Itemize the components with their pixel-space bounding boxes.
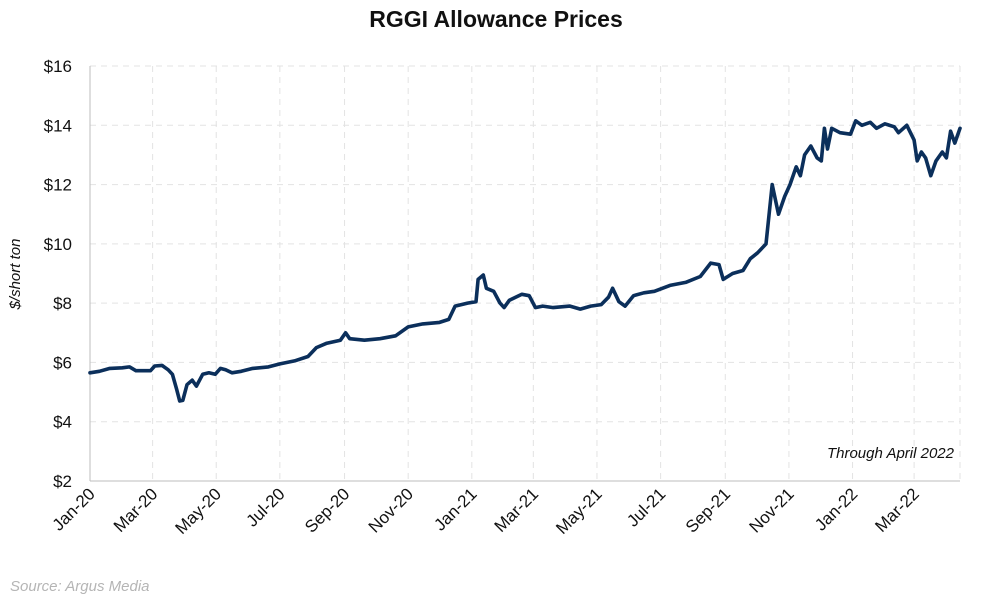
y-tick-label: $14 [44, 116, 72, 135]
price-line [88, 119, 962, 403]
x-tick-label: Mar-20 [110, 484, 162, 536]
y-tick-label: $12 [44, 176, 72, 195]
x-tick-label: Nov-21 [746, 484, 798, 536]
x-tick-label: May-20 [172, 484, 226, 538]
y-tick-label: $4 [53, 413, 72, 432]
annotation: Through April 2022 [827, 445, 955, 462]
source-note: Source: Argus Media [10, 578, 150, 595]
y-tick-label: $16 [44, 57, 72, 76]
x-tick-label: Sep-20 [301, 484, 353, 536]
y-axis-label: $/short ton [7, 239, 24, 311]
y-tick-label: $10 [44, 235, 72, 254]
x-tick-label: Mar-22 [871, 484, 923, 536]
y-tick-label: $6 [53, 353, 72, 372]
x-tick-label: Sep-21 [682, 484, 734, 536]
x-tick-label: Mar-21 [491, 484, 543, 536]
axes [89, 66, 960, 482]
x-tick-label: Jan-20 [49, 484, 99, 534]
gridlines [90, 65, 961, 481]
chart-title: RGGI Allowance Prices [369, 6, 623, 32]
x-axis-ticks: Jan-20 Mar-20 May-20 Jul-20 Sep-20 Nov-20 Jan-… [49, 484, 923, 538]
y-tick-label: $2 [53, 472, 72, 491]
x-tick-label: Nov-20 [365, 484, 417, 536]
series-lines [88, 119, 962, 403]
y-tick-label: $8 [53, 294, 72, 313]
y-axis-ticks: $2 $4 $6 $8 $10 $12 $14 $16 [44, 57, 72, 491]
x-tick-label: Jul-20 [243, 484, 289, 530]
x-tick-label: Jan-21 [430, 484, 480, 534]
x-tick-label: Jan-22 [811, 484, 861, 534]
x-tick-label: May-21 [552, 484, 606, 538]
x-tick-label: Jul-21 [623, 484, 669, 530]
